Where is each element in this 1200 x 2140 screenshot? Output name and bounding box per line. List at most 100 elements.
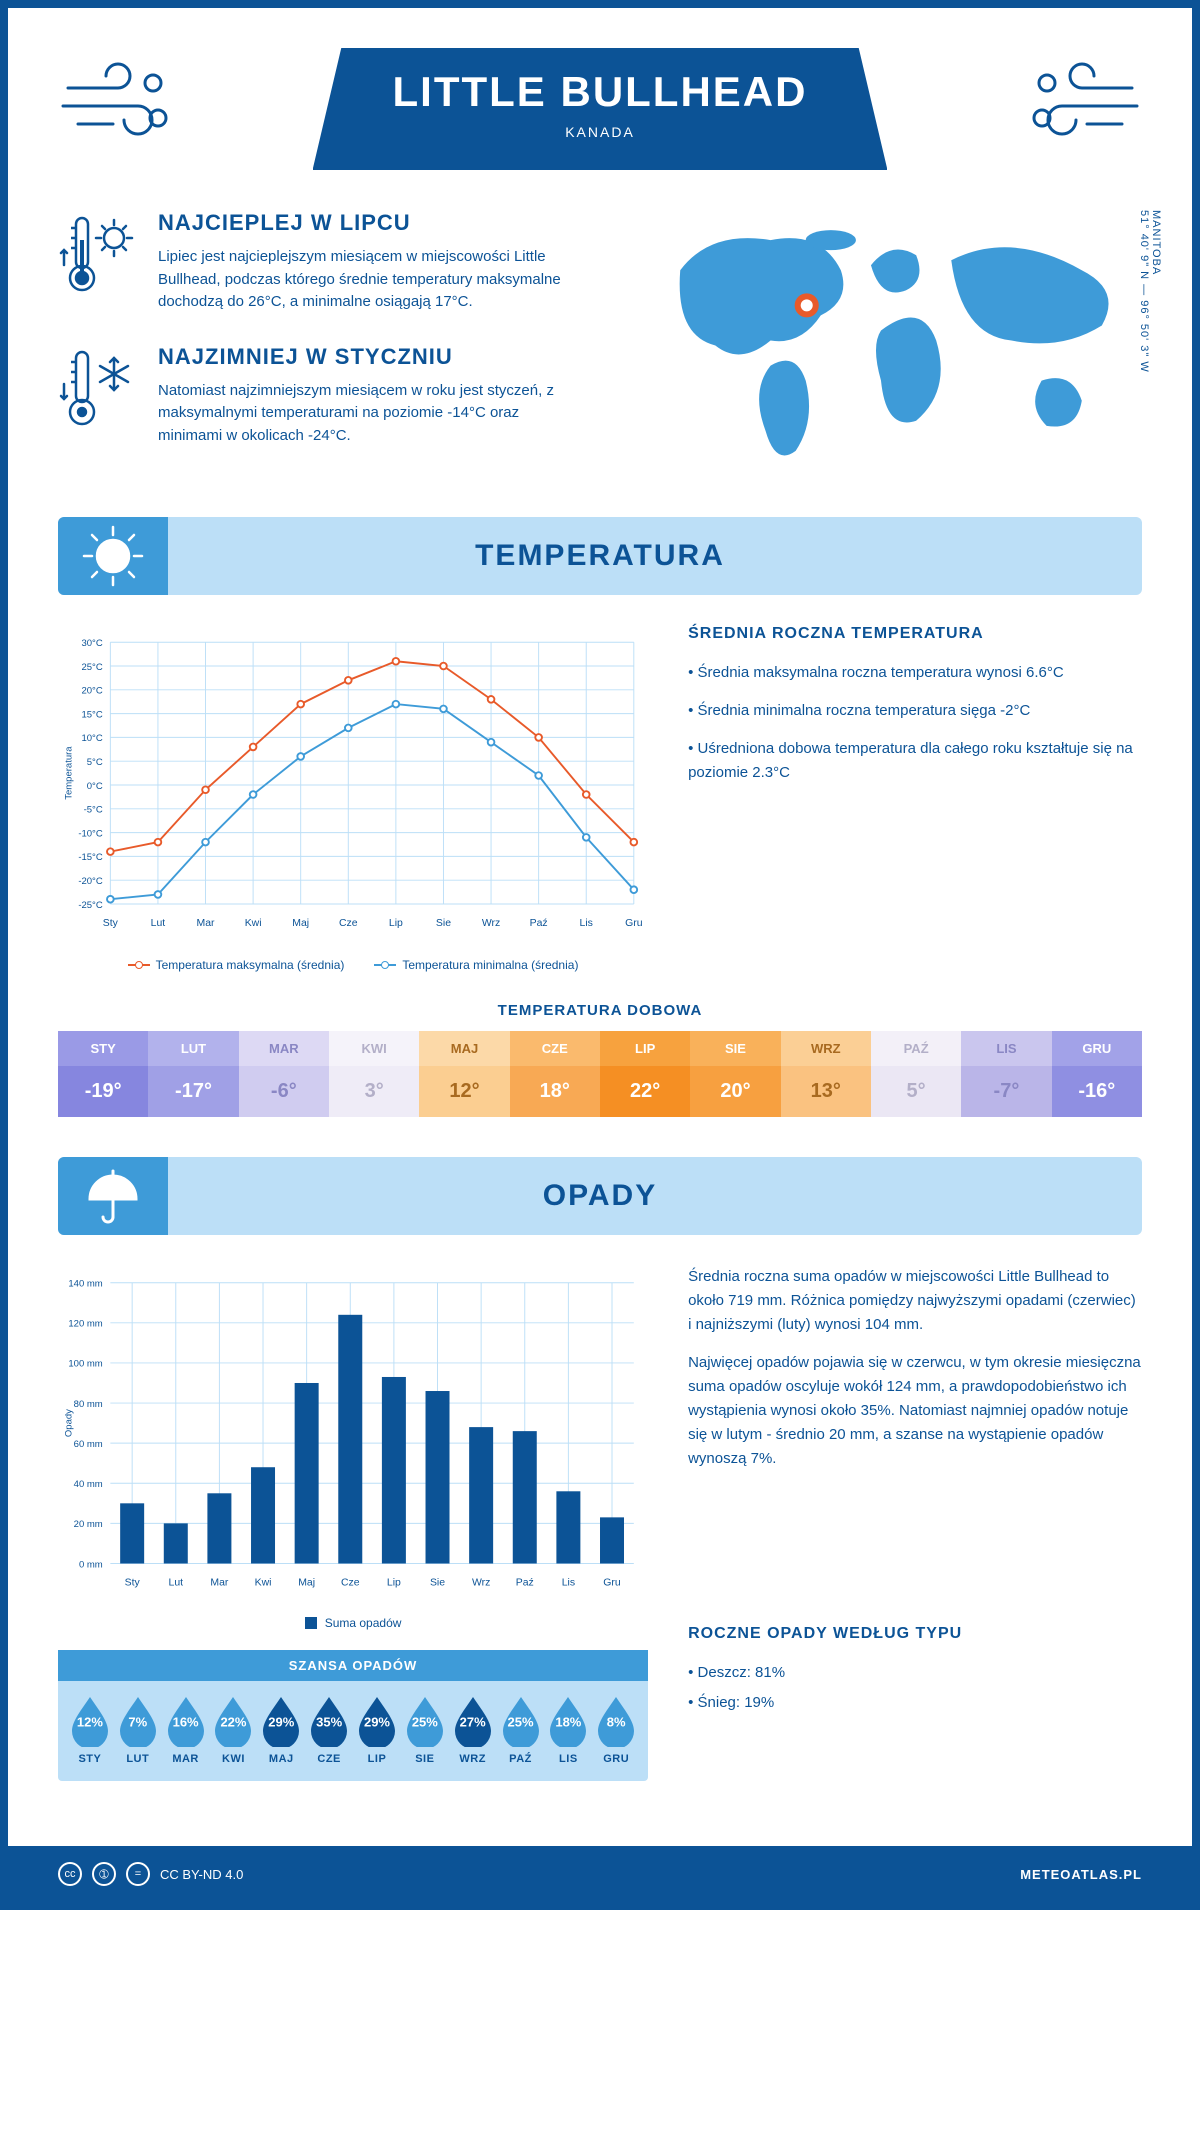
svg-text:100 mm: 100 mm xyxy=(68,1359,102,1370)
header: LITTLE BULLHEAD KANADA xyxy=(58,48,1142,170)
chance-cell: 8% GRU xyxy=(592,1695,640,1765)
sun-icon xyxy=(58,517,168,595)
svg-text:Mar: Mar xyxy=(197,918,216,929)
svg-text:5°C: 5°C xyxy=(87,757,103,768)
svg-text:Lis: Lis xyxy=(580,918,593,929)
precipitation-row: 0 mm20 mm40 mm60 mm80 mm100 mm120 mm140 … xyxy=(58,1265,1142,1781)
coldest-text: Natomiast najzimniejszym miesiącem w rok… xyxy=(158,380,580,448)
chance-cell: 27% WRZ xyxy=(449,1695,497,1765)
drop-icon: 16% xyxy=(164,1695,208,1747)
top-info-row: NAJCIEPLEJ W LIPCU Lipiec jest najcieple… xyxy=(58,210,1142,477)
svg-text:Wrz: Wrz xyxy=(472,1577,490,1588)
svg-text:80 mm: 80 mm xyxy=(74,1399,103,1410)
svg-text:Kwi: Kwi xyxy=(245,918,262,929)
svg-text:0°C: 0°C xyxy=(87,781,103,792)
thermometer-sun-icon xyxy=(58,210,138,300)
svg-text:140 mm: 140 mm xyxy=(68,1279,102,1290)
temperature-chart: 30°C25°C20°C15°C10°C5°C0°C-5°C-10°C-15°C… xyxy=(58,625,648,972)
drop-icon: 8% xyxy=(594,1695,638,1747)
svg-text:-10°C: -10°C xyxy=(78,828,103,839)
chance-cell: 29% LIP xyxy=(353,1695,401,1765)
precip-legend-label: Suma opadów xyxy=(325,1616,402,1630)
precipitation-chart: 0 mm20 mm40 mm60 mm80 mm100 mm120 mm140 … xyxy=(58,1265,648,1781)
chance-cell: 29% MAJ xyxy=(257,1695,305,1765)
content: LITTLE BULLHEAD KANADA xyxy=(8,8,1192,1846)
svg-text:120 mm: 120 mm xyxy=(68,1319,102,1330)
temperature-info: ŚREDNIA ROCZNA TEMPERATURA • Średnia mak… xyxy=(688,625,1142,972)
temp-bullet: • Uśredniona dobowa temperatura dla całe… xyxy=(688,737,1142,785)
svg-text:25°C: 25°C xyxy=(81,662,102,673)
chance-box: SZANSA OPADÓW 12% STY 7% LUT 16% MAR 22%… xyxy=(58,1650,648,1781)
svg-text:Lis: Lis xyxy=(562,1577,575,1588)
by-icon: ➀ xyxy=(92,1862,116,1886)
month-cell: CZE 18° xyxy=(510,1031,600,1117)
month-cell: PAŹ 5° xyxy=(871,1031,961,1117)
svg-text:Paź: Paź xyxy=(530,918,548,929)
warmest-title: NAJCIEPLEJ W LIPCU xyxy=(158,210,580,236)
drop-icon: 25% xyxy=(403,1695,447,1747)
svg-text:-5°C: -5°C xyxy=(84,805,103,816)
avg-temp-title: ŚREDNIA ROCZNA TEMPERATURA xyxy=(688,625,1142,643)
drop-icon: 25% xyxy=(499,1695,543,1747)
footer: cc ➀ = CC BY-ND 4.0 METEOATLAS.PL xyxy=(8,1846,1192,1902)
svg-text:Lip: Lip xyxy=(387,1577,401,1588)
daily-temp-strip: STY -19°LUT -17°MAR -6°KWI 3°MAJ 12°CZE … xyxy=(58,1031,1142,1117)
page: LITTLE BULLHEAD KANADA xyxy=(0,0,1200,1910)
svg-text:-15°C: -15°C xyxy=(78,852,103,863)
month-cell: SIE 20° xyxy=(690,1031,780,1117)
license-text: CC BY-ND 4.0 xyxy=(160,1867,243,1882)
precip-type-title: ROCZNE OPADY WEDŁUG TYPU xyxy=(688,1625,1142,1643)
svg-text:40 mm: 40 mm xyxy=(74,1479,103,1490)
drop-icon: 27% xyxy=(451,1695,495,1747)
month-cell: LIS -7° xyxy=(961,1031,1051,1117)
type-bullet: • Śnieg: 19% xyxy=(688,1691,1142,1715)
warmest-text: Lipiec jest najcieplejszym miesiącem w m… xyxy=(158,246,580,314)
svg-text:Sie: Sie xyxy=(430,1577,445,1588)
svg-text:Wrz: Wrz xyxy=(482,918,500,929)
svg-text:20 mm: 20 mm xyxy=(74,1519,103,1530)
month-cell: WRZ 13° xyxy=(781,1031,871,1117)
temp-bullet: • Średnia minimalna roczna temperatura s… xyxy=(688,699,1142,723)
drop-icon: 29% xyxy=(355,1695,399,1747)
month-cell: LUT -17° xyxy=(148,1031,238,1117)
coldest-title: NAJZIMNIEJ W STYCZNIU xyxy=(158,344,580,370)
legend-max: Temperatura maksymalna (średnia) xyxy=(156,958,345,972)
svg-text:10°C: 10°C xyxy=(81,733,102,744)
precipitation-banner: OPADY xyxy=(58,1157,1142,1235)
month-cell: GRU -16° xyxy=(1052,1031,1142,1117)
chance-cell: 22% KWI xyxy=(210,1695,258,1765)
svg-text:Lut: Lut xyxy=(169,1577,184,1588)
facts-column: NAJCIEPLEJ W LIPCU Lipiec jest najcieple… xyxy=(58,210,580,477)
svg-text:Mar: Mar xyxy=(210,1577,229,1588)
svg-text:Opady: Opady xyxy=(63,1409,74,1437)
temperature-heading: TEMPERATURA xyxy=(58,539,1142,573)
legend-min: Temperatura minimalna (średnia) xyxy=(402,958,578,972)
site-name: METEOATLAS.PL xyxy=(1020,1867,1142,1882)
temperature-banner: TEMPERATURA xyxy=(58,517,1142,595)
svg-text:Gru: Gru xyxy=(625,918,643,929)
license: cc ➀ = CC BY-ND 4.0 xyxy=(58,1862,243,1886)
chance-cell: 25% SIE xyxy=(401,1695,449,1765)
precip-text-1: Średnia roczna suma opadów w miejscowośc… xyxy=(688,1265,1142,1337)
svg-text:Maj: Maj xyxy=(298,1577,315,1588)
chance-cell: 25% PAŹ xyxy=(497,1695,545,1765)
drop-icon: 22% xyxy=(211,1695,255,1747)
svg-text:Lut: Lut xyxy=(151,918,166,929)
month-cell: LIP 22° xyxy=(600,1031,690,1117)
svg-text:Paź: Paź xyxy=(516,1577,534,1588)
precip-text-2: Najwięcej opadów pojawia się w czerwcu, … xyxy=(688,1351,1142,1471)
page-subtitle: KANADA xyxy=(393,124,808,140)
temperature-row: 30°C25°C20°C15°C10°C5°C0°C-5°C-10°C-15°C… xyxy=(58,625,1142,972)
month-cell: KWI 3° xyxy=(329,1031,419,1117)
map-column: MANITOBA 51° 40' 9" N — 96° 50' 3" W xyxy=(620,210,1142,477)
svg-text:Gru: Gru xyxy=(603,1577,621,1588)
precipitation-info: Średnia roczna suma opadów w miejscowośc… xyxy=(688,1265,1142,1781)
wind-icon xyxy=(58,58,178,148)
precipitation-heading: OPADY xyxy=(58,1179,1142,1213)
drop-icon: 7% xyxy=(116,1695,160,1747)
month-cell: MAJ 12° xyxy=(419,1031,509,1117)
type-bullet: • Deszcz: 81% xyxy=(688,1661,1142,1685)
svg-text:Temperatura: Temperatura xyxy=(63,746,74,800)
page-title: LITTLE BULLHEAD xyxy=(393,68,808,116)
svg-text:Sty: Sty xyxy=(125,1577,141,1588)
